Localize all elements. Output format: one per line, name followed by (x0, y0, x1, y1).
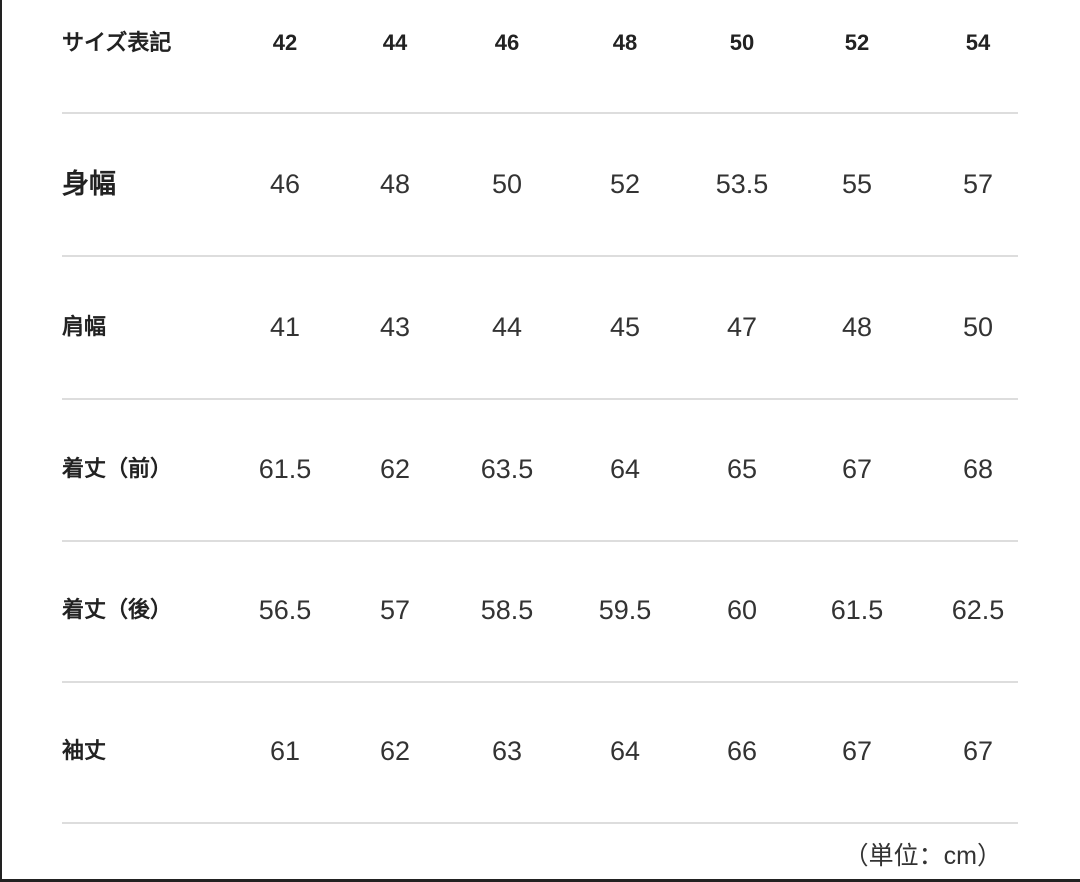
header-row: サイズ表記 42 44 46 48 50 52 54 (0, 13, 1080, 73)
table-cell: 43 (379, 312, 411, 342)
table-cell: 62.5 (951, 595, 1005, 625)
table-cell: 55 (841, 169, 873, 199)
table-cell: 68 (962, 454, 994, 484)
table-cell: 48 (379, 169, 411, 199)
row-divider (62, 398, 1018, 400)
table-row: 肩幅 41 43 44 45 47 48 50 (0, 297, 1080, 357)
table-cell: 63.5 (480, 454, 534, 484)
table-cell: 46 (269, 169, 301, 199)
size-header-cell: 48 (612, 30, 638, 55)
row-divider (62, 681, 1018, 683)
table-cell: 63 (491, 736, 523, 766)
table-cell: 61 (269, 736, 301, 766)
table-cell: 57 (962, 169, 994, 199)
size-header-cell: 44 (382, 30, 408, 55)
table-cell: 67 (962, 736, 994, 766)
table-cell: 44 (491, 312, 523, 342)
table-cell: 45 (609, 312, 641, 342)
table-cell: 61.5 (258, 454, 312, 484)
left-border (0, 0, 2, 882)
table-cell: 48 (841, 312, 873, 342)
size-header-cell: 52 (844, 30, 870, 55)
row-divider (62, 255, 1018, 257)
row-label: 身幅 (62, 169, 116, 199)
table-cell: 50 (491, 169, 523, 199)
table-cell: 64 (609, 454, 641, 484)
table-cell: 58.5 (480, 595, 534, 625)
size-header-cell: 54 (965, 30, 991, 55)
table-cell: 53.5 (715, 169, 769, 199)
bottom-border (0, 879, 1080, 882)
size-header-cell: 50 (729, 30, 755, 55)
table-cell: 67 (841, 454, 873, 484)
table-cell: 47 (726, 312, 758, 342)
row-label: 着丈（後） (62, 597, 173, 622)
table-cell: 41 (269, 312, 301, 342)
table-cell: 66 (726, 736, 758, 766)
table-cell: 62 (379, 736, 411, 766)
unit-note: （単位：cm） (843, 842, 1002, 870)
table-cell: 60 (726, 595, 758, 625)
row-label: 着丈（前） (62, 456, 173, 481)
table-cell: 56.5 (258, 595, 312, 625)
table-row: 身幅 46 48 50 52 53.5 55 57 (0, 154, 1080, 214)
table-cell: 61.5 (830, 595, 884, 625)
size-header-cell: 46 (494, 30, 520, 55)
table-row: 着丈（後） 56.5 57 58.5 59.5 60 61.5 62.5 (0, 580, 1080, 640)
header-label: サイズ表記 (62, 30, 172, 55)
table-cell: 64 (609, 736, 641, 766)
table-row: 袖丈 61 62 63 64 66 67 67 (0, 721, 1080, 781)
row-divider (62, 540, 1018, 542)
row-label: 袖丈 (62, 738, 107, 763)
table-row: 着丈（前） 61.5 62 63.5 64 65 67 68 (0, 439, 1080, 499)
table-cell: 67 (841, 736, 873, 766)
row-label: 肩幅 (62, 314, 107, 339)
row-divider (62, 112, 1018, 114)
table-cell: 65 (726, 454, 758, 484)
table-cell: 52 (609, 169, 641, 199)
row-divider (62, 822, 1018, 824)
table-cell: 50 (962, 312, 994, 342)
table-cell: 62 (379, 454, 411, 484)
table-cell: 59.5 (598, 595, 652, 625)
size-header-cell: 42 (272, 30, 298, 55)
table-cell: 57 (379, 595, 411, 625)
